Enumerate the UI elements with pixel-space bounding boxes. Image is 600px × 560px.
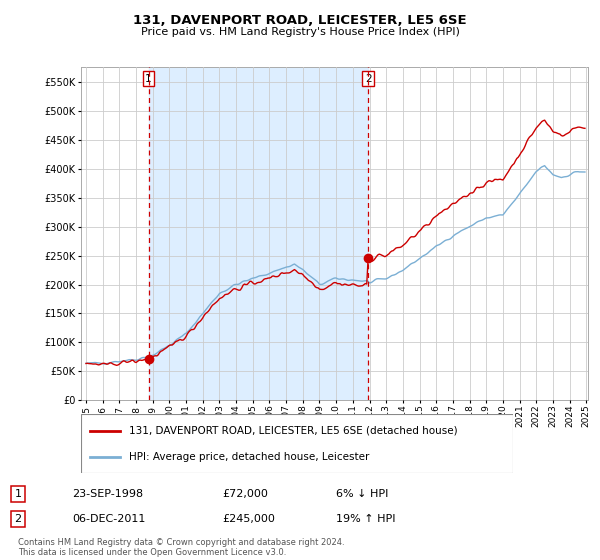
Text: Price paid vs. HM Land Registry's House Price Index (HPI): Price paid vs. HM Land Registry's House … — [140, 27, 460, 37]
Text: 2: 2 — [14, 514, 22, 524]
Text: £72,000: £72,000 — [222, 489, 268, 499]
Bar — [149, 67, 368, 400]
Text: 23-SEP-1998: 23-SEP-1998 — [72, 489, 143, 499]
Text: 2: 2 — [365, 74, 371, 84]
Text: 06-DEC-2011: 06-DEC-2011 — [72, 514, 145, 524]
Text: £245,000: £245,000 — [222, 514, 275, 524]
Text: Contains HM Land Registry data © Crown copyright and database right 2024.
This d: Contains HM Land Registry data © Crown c… — [18, 538, 344, 557]
Text: 1: 1 — [145, 74, 152, 84]
Text: HPI: Average price, detached house, Leicester: HPI: Average price, detached house, Leic… — [128, 452, 369, 462]
Text: 6% ↓ HPI: 6% ↓ HPI — [336, 489, 388, 499]
Text: 131, DAVENPORT ROAD, LEICESTER, LE5 6SE: 131, DAVENPORT ROAD, LEICESTER, LE5 6SE — [133, 14, 467, 27]
Text: 1: 1 — [14, 489, 22, 499]
Text: 131, DAVENPORT ROAD, LEICESTER, LE5 6SE (detached house): 131, DAVENPORT ROAD, LEICESTER, LE5 6SE … — [128, 426, 457, 436]
Text: 19% ↑ HPI: 19% ↑ HPI — [336, 514, 395, 524]
